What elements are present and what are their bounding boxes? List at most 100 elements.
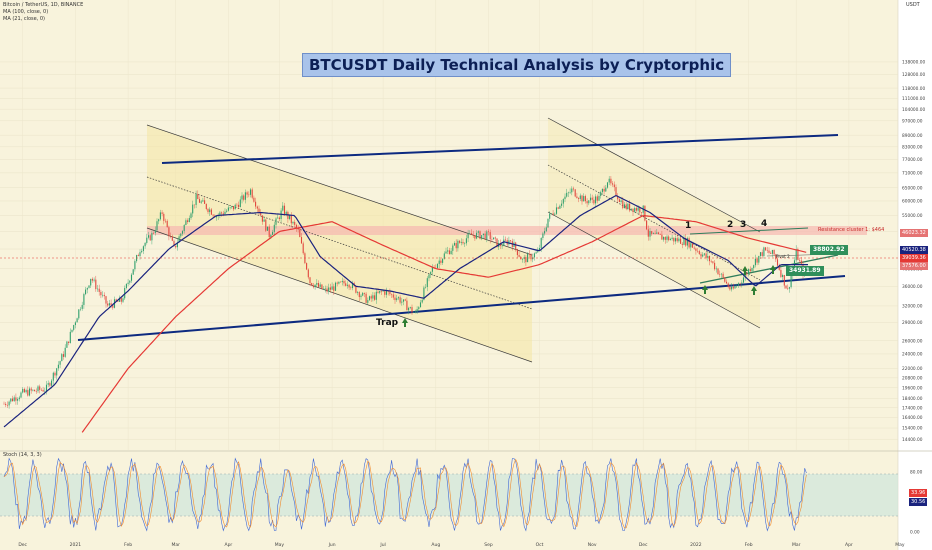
candle-body	[554, 213, 556, 215]
time-tick-label: May	[895, 542, 905, 548]
ma100-legend[interactable]: MA (100, close, 0)	[3, 9, 49, 15]
candle-body	[610, 178, 612, 184]
candle-body	[416, 309, 418, 312]
candle-body	[482, 233, 484, 236]
channel-lines	[146, 117, 761, 363]
candle-body	[151, 232, 153, 241]
candle-body	[385, 290, 388, 295]
candle-body	[430, 271, 432, 275]
candle-body	[673, 237, 675, 242]
candle-body	[782, 274, 784, 277]
stoch-legend[interactable]: Stoch (14, 3, 3)	[3, 452, 42, 458]
candle-body	[261, 215, 263, 222]
candle-body	[122, 298, 124, 302]
time-tick-label: Apr	[845, 542, 853, 548]
up-arrow-icon	[770, 265, 776, 274]
candle-body	[545, 227, 547, 232]
candle-body	[256, 206, 258, 209]
candle-body	[561, 203, 563, 206]
candle-body	[606, 182, 609, 188]
candle-body	[656, 232, 658, 234]
candle-body	[187, 220, 189, 222]
candle-body	[197, 194, 199, 200]
candle-body	[163, 213, 165, 221]
candle-body	[365, 293, 367, 303]
ma21-legend[interactable]: MA (21, close, 0)	[3, 16, 46, 22]
candle-body	[171, 236, 173, 241]
candle-body	[657, 232, 660, 234]
time-tick-label: Mar	[171, 542, 180, 548]
candle-body	[778, 265, 780, 270]
candle-body	[28, 388, 31, 396]
candle-body	[210, 209, 212, 215]
price-tick-label: 77000.00	[902, 157, 923, 163]
candle-body	[154, 230, 156, 233]
candle-body	[32, 389, 34, 391]
candle-body	[688, 238, 690, 248]
candle-body	[107, 303, 109, 306]
candle-body	[96, 288, 99, 290]
candle-body	[544, 231, 546, 234]
candle-body	[83, 294, 85, 305]
candle-body	[79, 308, 82, 310]
candlesticks	[3, 176, 807, 409]
price-tick-label: 29000.00	[902, 320, 923, 326]
candle-body	[34, 389, 36, 392]
candle-body	[176, 242, 178, 248]
candle-body	[661, 234, 663, 240]
symbol-legend[interactable]: Bitcoin / TetherUS, 1D, BINANCE	[3, 2, 84, 8]
candle-body	[272, 231, 274, 235]
candle-body	[761, 252, 763, 257]
candle-body	[62, 354, 65, 357]
candle-body	[402, 299, 405, 302]
candle-body	[724, 277, 726, 282]
candle-body	[710, 261, 712, 262]
candle-body	[343, 280, 345, 284]
candle-body	[737, 283, 739, 286]
candle-body	[334, 282, 337, 291]
candle-body	[627, 203, 629, 209]
candle-body	[302, 243, 304, 254]
candle-body	[754, 258, 756, 266]
candle-body	[243, 195, 245, 200]
candle-body	[198, 199, 201, 203]
currency-label[interactable]: USDT	[906, 2, 920, 8]
candle-body	[549, 213, 551, 219]
time-tick-label: Jun	[328, 542, 336, 548]
candle-body	[640, 212, 643, 213]
candle-body	[311, 283, 313, 286]
candle-body	[326, 288, 328, 292]
candle-body	[54, 372, 56, 376]
candle-body	[270, 234, 272, 238]
candle-body	[149, 235, 151, 241]
candle-body	[246, 192, 248, 195]
candle-body	[380, 291, 382, 292]
candle-body	[559, 205, 561, 209]
candle-body	[134, 261, 136, 270]
candle-body	[392, 294, 394, 298]
candle-body	[504, 239, 507, 241]
price-tick-label: 17400.00	[902, 405, 923, 411]
candle-body	[470, 233, 473, 235]
candle-body	[732, 286, 734, 289]
candle-body	[457, 240, 459, 249]
candle-body	[462, 241, 464, 244]
candle-body	[438, 260, 440, 264]
candle-body	[125, 283, 127, 289]
stoch-k-line	[3, 457, 807, 532]
channel-2-upper-line	[547, 117, 761, 233]
candle-body	[5, 403, 7, 406]
time-tick-label: Dec	[18, 542, 27, 548]
candle-body	[103, 294, 105, 297]
resistance-label: Resistance cluster 1: $464	[818, 227, 885, 233]
time-tick-label: 2021	[70, 542, 82, 548]
stoch-k-tag: 33.96	[909, 489, 928, 497]
candle-body	[518, 255, 520, 257]
wave-1-label: 1	[685, 221, 692, 231]
candle-body	[586, 201, 588, 204]
candle-body	[110, 303, 112, 306]
candle-body	[6, 405, 8, 406]
candle-body	[681, 243, 683, 245]
candle-body	[622, 200, 624, 209]
